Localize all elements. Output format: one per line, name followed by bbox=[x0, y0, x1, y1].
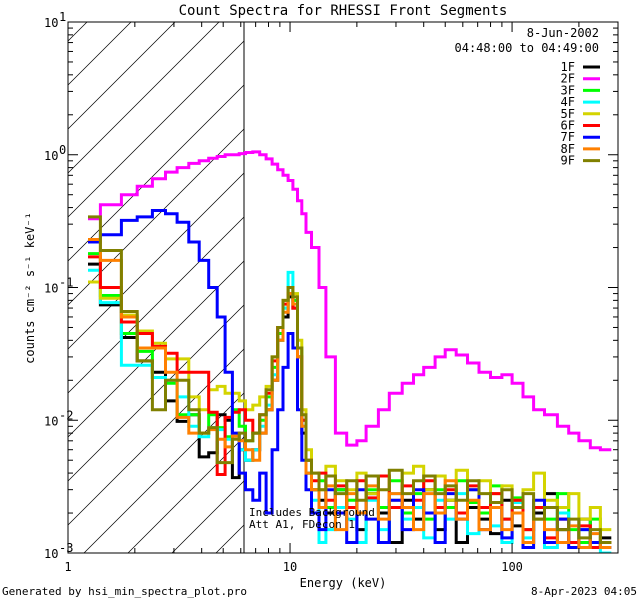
annotation-background: Includes Background bbox=[249, 506, 375, 519]
hatch-line bbox=[215, 524, 244, 553]
x-tick-label: 10 bbox=[283, 560, 297, 574]
hatch-line bbox=[68, 260, 244, 438]
y-tick-label: 10 bbox=[44, 414, 58, 428]
legend-label-3F: 3F bbox=[561, 83, 575, 97]
footer-timestamp: 8-Apr-2023 04:05 bbox=[531, 585, 637, 598]
y-tick-label: 10 bbox=[44, 282, 58, 296]
legend-label-8F: 8F bbox=[561, 142, 575, 156]
y-tick-label-exponent: -1 bbox=[59, 276, 73, 290]
legend-label-5F: 5F bbox=[561, 107, 575, 121]
hatch-line bbox=[68, 348, 244, 526]
hatch-line bbox=[68, 304, 244, 482]
hatch-line bbox=[127, 436, 244, 553]
hatch-line bbox=[68, 22, 132, 86]
y-tick-label-exponent: 1 bbox=[59, 10, 66, 24]
hatch-line bbox=[260, 0, 640, 553]
y-tick-label: 10 bbox=[44, 16, 58, 30]
hatch-line bbox=[0, 0, 112, 553]
legend: 8-Jun-2002 04:48:00 to 04:49:00 1F2F3F4F… bbox=[455, 26, 600, 168]
legend-time-range: 04:48:00 to 04:49:00 bbox=[455, 41, 600, 55]
x-axis-label: Energy (keV) bbox=[300, 576, 387, 590]
legend-label-9F: 9F bbox=[561, 154, 575, 168]
legend-label-1F: 1F bbox=[561, 60, 575, 74]
hatch-line bbox=[68, 22, 176, 130]
hatch-line bbox=[68, 172, 244, 350]
legend-label-4F: 4F bbox=[561, 95, 575, 109]
hatch-line bbox=[304, 0, 640, 553]
footer-generated-by: Generated by hsi_min_spectra_plot.pro bbox=[2, 585, 247, 598]
y-tick-label: 10 bbox=[44, 149, 58, 163]
y-tick-label-exponent: 0 bbox=[59, 143, 66, 157]
series-line-2F bbox=[88, 150, 612, 452]
series-line-7F bbox=[88, 209, 612, 549]
hatch-line bbox=[68, 216, 244, 394]
annotation-attenuator: Att A1, FDecon 1 bbox=[249, 518, 355, 531]
y-axis-label: counts cm⁻² s⁻¹ keV⁻¹ bbox=[23, 212, 37, 364]
legend-label-6F: 6F bbox=[561, 119, 575, 133]
hatch-line bbox=[68, 84, 244, 262]
hatch-line bbox=[68, 40, 244, 218]
legend-date: 8-Jun-2002 bbox=[527, 26, 599, 40]
y-tick-label-exponent: -2 bbox=[59, 408, 73, 422]
y-tick-label-exponent: -3 bbox=[59, 541, 73, 555]
y-tick-label: 10 bbox=[44, 547, 58, 561]
series-line-9F bbox=[88, 215, 612, 544]
x-tick-label: 1 bbox=[64, 560, 71, 574]
chart-title: Count Spectra for RHESSI Front Segments bbox=[179, 3, 508, 19]
hatch-line bbox=[83, 392, 244, 553]
hatch-line bbox=[392, 0, 640, 553]
x-tick-label: 100 bbox=[501, 560, 523, 574]
hatch-line bbox=[68, 22, 220, 174]
legend-label-7F: 7F bbox=[561, 130, 575, 144]
legend-label-2F: 2F bbox=[561, 72, 575, 86]
